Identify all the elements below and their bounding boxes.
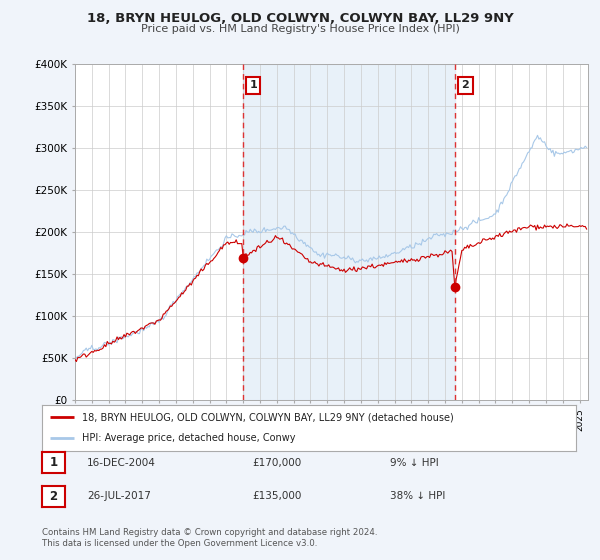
Text: 2: 2 xyxy=(461,81,469,90)
Text: 1: 1 xyxy=(49,456,58,469)
Text: £170,000: £170,000 xyxy=(252,458,301,468)
Text: Price paid vs. HM Land Registry's House Price Index (HPI): Price paid vs. HM Land Registry's House … xyxy=(140,24,460,34)
Text: 9% ↓ HPI: 9% ↓ HPI xyxy=(390,458,439,468)
Text: HPI: Average price, detached house, Conwy: HPI: Average price, detached house, Conw… xyxy=(82,433,296,444)
Text: 26-JUL-2017: 26-JUL-2017 xyxy=(87,491,151,501)
Text: Contains HM Land Registry data © Crown copyright and database right 2024.
This d: Contains HM Land Registry data © Crown c… xyxy=(42,528,377,548)
Text: 38% ↓ HPI: 38% ↓ HPI xyxy=(390,491,445,501)
Bar xyxy=(242,64,455,400)
Text: 18, BRYN HEULOG, OLD COLWYN, COLWYN BAY, LL29 9NY (detached house): 18, BRYN HEULOG, OLD COLWYN, COLWYN BAY,… xyxy=(82,412,454,422)
Text: £135,000: £135,000 xyxy=(252,491,301,501)
Text: 18, BRYN HEULOG, OLD COLWYN, COLWYN BAY, LL29 9NY: 18, BRYN HEULOG, OLD COLWYN, COLWYN BAY,… xyxy=(86,12,514,25)
Text: 2: 2 xyxy=(49,489,58,503)
Text: 16-DEC-2004: 16-DEC-2004 xyxy=(87,458,156,468)
Text: 1: 1 xyxy=(249,81,257,90)
